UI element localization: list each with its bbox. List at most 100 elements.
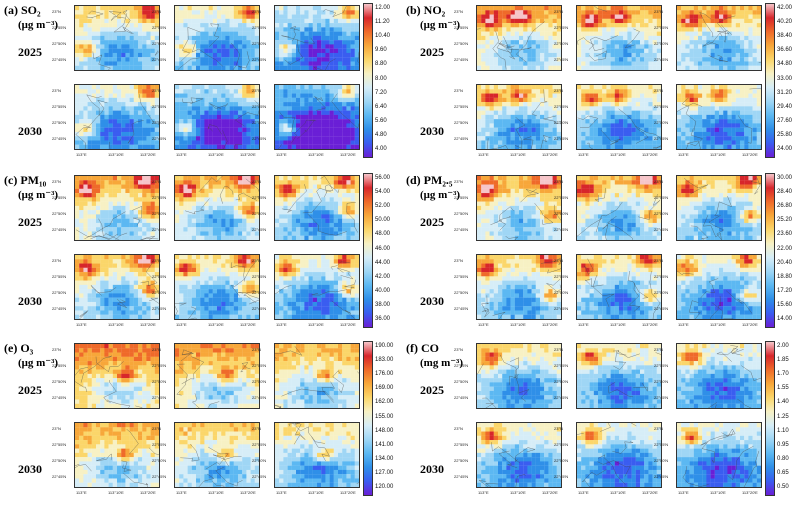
heat-cell	[91, 106, 97, 111]
heat-cell	[138, 48, 143, 54]
heat-cell	[544, 89, 549, 94]
heat-cell	[581, 10, 586, 15]
heat-cell	[96, 102, 101, 107]
heat-cell	[602, 89, 607, 94]
heat-cell	[117, 197, 122, 202]
heat-cell	[506, 119, 511, 124]
heat-cell	[138, 123, 143, 128]
heat-cell	[79, 40, 84, 45]
heat-cell	[125, 227, 130, 232]
heat-cell	[606, 18, 611, 24]
heat-cell	[150, 97, 155, 103]
heat-cell	[175, 222, 180, 228]
heat-cell	[350, 57, 355, 62]
heat-cell	[312, 140, 318, 145]
heat-cell	[723, 106, 728, 111]
heat-cell	[598, 31, 603, 36]
heat-cell	[544, 136, 549, 141]
heat-cell	[75, 127, 80, 133]
heat-cell	[217, 119, 222, 124]
heat-cell	[735, 48, 741, 54]
heat-cell	[606, 110, 611, 115]
heat-cell	[87, 280, 92, 285]
heat-cell	[354, 188, 359, 194]
heat-cell	[287, 218, 292, 224]
heat-cell	[175, 65, 180, 70]
heat-cell	[346, 31, 351, 36]
heat-cell	[619, 6, 624, 11]
heat-cell	[744, 31, 749, 36]
heat-cell	[598, 23, 603, 28]
heat-cell	[727, 102, 732, 107]
heat-cell	[91, 227, 97, 232]
heat-cell	[329, 52, 334, 58]
heat-cell	[204, 35, 209, 41]
heat-cell	[627, 61, 632, 66]
heat-cell	[146, 144, 151, 149]
heat-cell	[191, 114, 197, 120]
heat-cell	[79, 23, 84, 28]
heat-cell	[350, 197, 355, 202]
heat-cell	[112, 97, 118, 103]
heat-cell	[217, 218, 222, 224]
heat-cell	[125, 144, 130, 149]
heat-cell	[225, 18, 230, 24]
heat-cell	[644, 123, 649, 128]
heat-cell	[146, 201, 151, 206]
heat-cell	[593, 61, 599, 66]
heat-cell	[117, 201, 122, 206]
heat-cell	[756, 114, 761, 120]
heat-cell	[714, 52, 720, 58]
heat-cell	[346, 235, 351, 240]
lat-tick-label: 22°45′N	[252, 136, 267, 141]
district-boundary	[281, 35, 316, 44]
heat-cell	[187, 27, 192, 32]
heat-cell	[317, 119, 322, 124]
heat-cell	[614, 89, 620, 94]
heat-cell	[238, 176, 243, 181]
heat-cell	[731, 119, 736, 124]
heat-cell	[154, 93, 159, 98]
heat-cell	[727, 93, 732, 98]
heat-cell	[531, 23, 536, 28]
heat-cell	[698, 31, 703, 36]
heat-cell	[191, 201, 197, 206]
map-raster	[175, 6, 259, 70]
colorbar-tick: 9.60	[375, 47, 387, 54]
heat-cell	[125, 218, 130, 224]
heat-cell	[154, 27, 159, 32]
heat-cell	[104, 14, 109, 19]
heat-cell	[96, 180, 101, 185]
heat-cell	[719, 127, 724, 133]
colorbar-tick: 29.40	[777, 103, 793, 110]
heat-cell	[125, 284, 130, 290]
heat-cell	[91, 267, 97, 273]
heat-cell	[250, 127, 255, 133]
heat-cell	[83, 255, 88, 260]
heat-cell	[87, 214, 92, 219]
heat-cell	[635, 61, 641, 66]
heat-cell	[283, 123, 288, 128]
heat-cell	[283, 131, 288, 137]
heat-cell	[96, 201, 101, 206]
heat-cell	[589, 52, 594, 58]
heat-cell	[191, 52, 197, 58]
heat-cell	[242, 193, 247, 198]
heat-cell	[246, 197, 251, 202]
heat-cell	[577, 44, 582, 49]
heat-cell	[677, 35, 682, 41]
heat-cell	[196, 184, 201, 189]
heat-cell	[100, 127, 105, 133]
heat-cell	[275, 222, 280, 228]
heat-cell	[246, 218, 251, 224]
heat-cell	[304, 197, 309, 202]
heat-cell	[744, 89, 749, 94]
heat-cell	[91, 57, 97, 62]
heat-cell	[308, 144, 313, 149]
heat-cell	[644, 140, 649, 145]
heat-cell	[317, 231, 322, 236]
heat-cell	[217, 52, 222, 58]
heat-cell	[133, 255, 139, 260]
heat-cell	[702, 102, 707, 107]
heat-cell	[287, 6, 292, 11]
